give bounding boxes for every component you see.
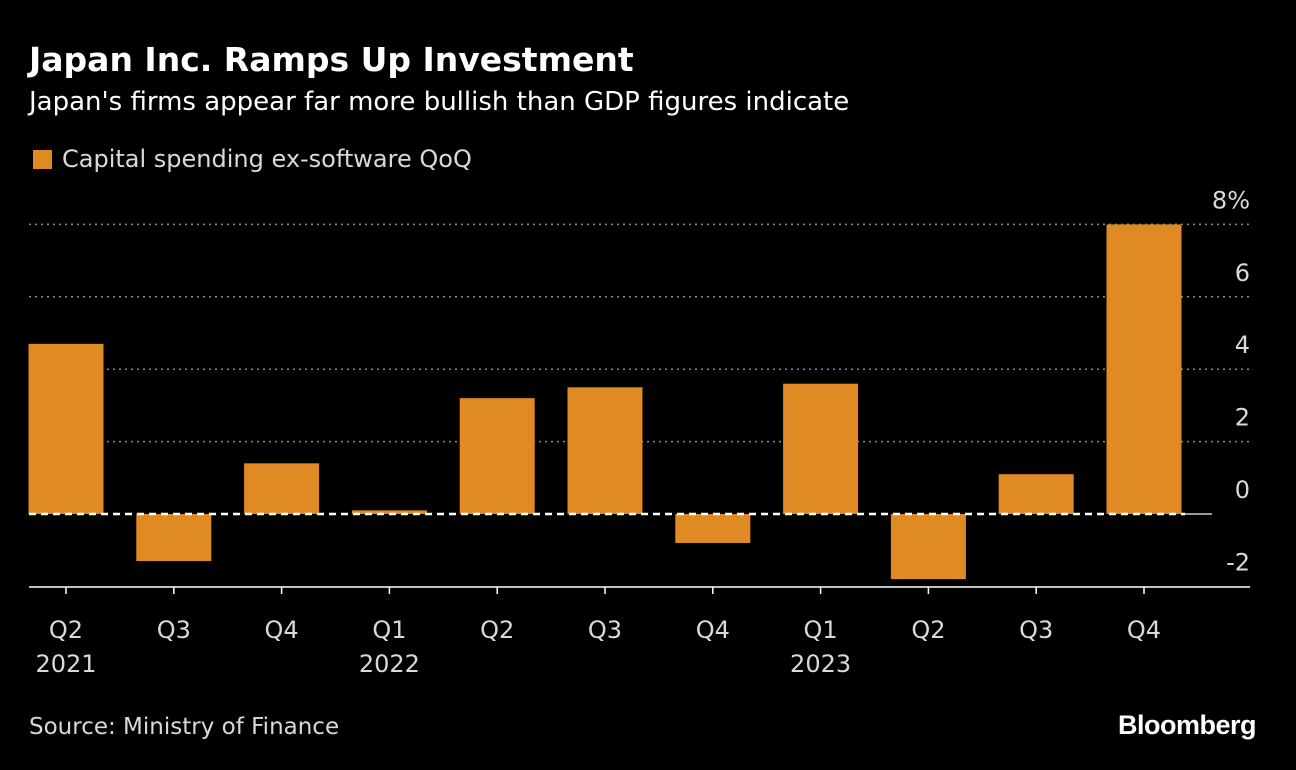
x-tick-label: Q4: [696, 616, 730, 644]
bar-q1-2022: [351, 510, 427, 514]
bar-chart: -2 0 2 4 6 8% Q2 2021 Q3 Q4 Q1 2022 Q2 Q3 Q4 Q1 2023 Q2 Q3…: [28, 186, 1250, 678]
bloomberg-logo: Bloomberg: [1117, 710, 1257, 740]
y-tick-label: 0: [1235, 476, 1250, 504]
x-tick-label: Q3: [588, 616, 622, 644]
bar-q2-2021: [28, 343, 104, 514]
x-year-label: 2023: [790, 650, 851, 678]
x-tick-label: Q1: [372, 616, 406, 644]
x-tick-label: Q3: [1019, 616, 1053, 644]
chart-title: Japan Inc. Ramps Up Investment: [29, 40, 634, 79]
chart-subtitle: Japan's firms appear far more bullish th…: [29, 87, 850, 117]
x-tick-label: Q4: [1127, 616, 1161, 644]
x-year-label: 2021: [35, 650, 96, 678]
legend: Capital spending ex-software QoQ: [29, 142, 472, 176]
bar-q2-2022: [459, 398, 535, 514]
legend-swatch: [33, 149, 52, 169]
y-tick-label: 8%: [1212, 186, 1250, 214]
bar-q3-2022: [567, 387, 643, 514]
y-tick-label: 2: [1235, 404, 1250, 432]
y-tick-label: 6: [1235, 259, 1250, 287]
bar-q4-2023: [1106, 224, 1182, 514]
bar-q3-2021: [136, 514, 212, 562]
bar-q3-2023: [998, 474, 1074, 514]
x-tick-label: Q2: [911, 616, 945, 644]
bar-q2-2023: [890, 514, 966, 580]
source-note: Source: Ministry of Finance: [29, 714, 340, 740]
y-tick-label: 4: [1235, 331, 1250, 359]
y-tick-label: -2: [1226, 548, 1250, 576]
x-tick-label: Q2: [49, 616, 83, 644]
x-year-label: 2022: [359, 650, 420, 678]
x-tick-label: Q4: [265, 616, 299, 644]
legend-label: Capital spending ex-software QoQ: [62, 145, 472, 173]
bar-q4-2021: [244, 463, 320, 514]
bar-q1-2023: [783, 383, 859, 514]
x-tick-label: Q3: [157, 616, 191, 644]
x-tick-label: Q2: [480, 616, 514, 644]
x-tick-label: Q1: [804, 616, 838, 644]
bar-q4-2022: [675, 514, 751, 543]
